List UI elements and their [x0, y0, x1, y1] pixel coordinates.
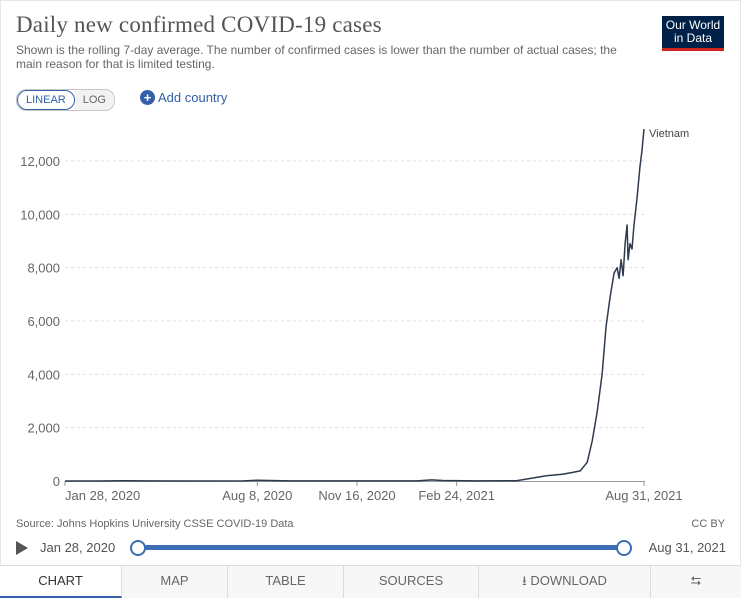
chart-subtitle: Shown is the rolling 7-day average. The … [16, 43, 617, 71]
owid-logo[interactable]: Our World in Data [662, 16, 724, 51]
share-button[interactable]: ⮀ [651, 566, 741, 598]
series-layer: Vietnam [65, 128, 689, 482]
timeline-end-handle[interactable] [616, 540, 632, 556]
y-tick-label: 10,000 [20, 207, 60, 222]
tab-sources-label: SOURCES [378, 573, 444, 588]
series-line [65, 128, 645, 482]
scale-toggle: LINEAR LOG [16, 89, 115, 111]
timeline: Jan 28, 2020 Aug 31, 2021 [16, 538, 726, 558]
source-note: Source: Johns Hopkins University CSSE CO… [16, 518, 294, 530]
tab-download-label: DOWNLOAD [530, 573, 607, 588]
tab-table[interactable]: TABLE [228, 566, 344, 598]
line-chart: 0 2,000 4,000 6,000 8,000 10,000 12,000 Jan 28… [20, 128, 689, 503]
y-tick-label: 6,000 [27, 314, 60, 329]
logo-line-1: Our World [665, 18, 721, 32]
y-tick-label: 12,000 [20, 154, 60, 169]
tab-download[interactable]: ⭳ DOWNLOAD [479, 566, 651, 598]
add-country-button[interactable]: + Add country [140, 90, 227, 105]
license-link[interactable]: CC BY [691, 518, 725, 530]
tab-sources[interactable]: SOURCES [344, 566, 479, 598]
x-axis: Jan 28, 2020 Aug 8, 2020 Nov 16, 2020 Feb 2… [64, 481, 683, 503]
log-scale-button[interactable]: LOG [74, 90, 114, 110]
chart-title: Daily new confirmed COVID-19 cases [16, 12, 382, 37]
play-icon[interactable] [16, 541, 28, 555]
y-axis: 0 2,000 4,000 6,000 8,000 10,000 12,000 [20, 154, 60, 489]
grid-layer [65, 160, 644, 429]
x-tick-label: Feb 24, 2021 [418, 488, 495, 503]
tab-chart-label: CHART [38, 573, 83, 588]
series-label: Vietnam [649, 128, 689, 140]
x-tick-label: Aug 8, 2020 [222, 488, 292, 503]
timeline-start-handle[interactable] [130, 540, 146, 556]
bottom-tabs: CHART MAP TABLE SOURCES ⭳ DOWNLOAD ⮀ [0, 565, 741, 598]
share-icon: ⮀ [690, 573, 702, 588]
tab-table-label: TABLE [265, 573, 306, 588]
linear-scale-button[interactable]: LINEAR [17, 90, 75, 110]
x-tick-label: Nov 16, 2020 [318, 488, 395, 503]
logo-line-2: in Data [673, 31, 713, 45]
plus-circle-icon: + [140, 90, 155, 105]
y-tick-label: 2,000 [27, 421, 60, 436]
tab-map-label: MAP [160, 573, 189, 588]
timeline-end-label: Aug 31, 2021 [648, 540, 726, 555]
y-tick-label: 8,000 [27, 261, 60, 276]
x-tick-label: Aug 31, 2021 [605, 488, 682, 503]
timeline-track[interactable] [136, 545, 622, 550]
tab-chart[interactable]: CHART [0, 566, 122, 598]
add-country-label: Add country [158, 90, 228, 105]
x-tick-label: Jan 28, 2020 [65, 488, 140, 503]
timeline-start-label: Jan 28, 2020 [40, 540, 116, 555]
tab-map[interactable]: MAP [122, 566, 228, 598]
y-tick-label: 0 [53, 474, 60, 489]
y-tick-label: 4,000 [27, 367, 60, 382]
download-icon: ⭳ [522, 573, 527, 588]
